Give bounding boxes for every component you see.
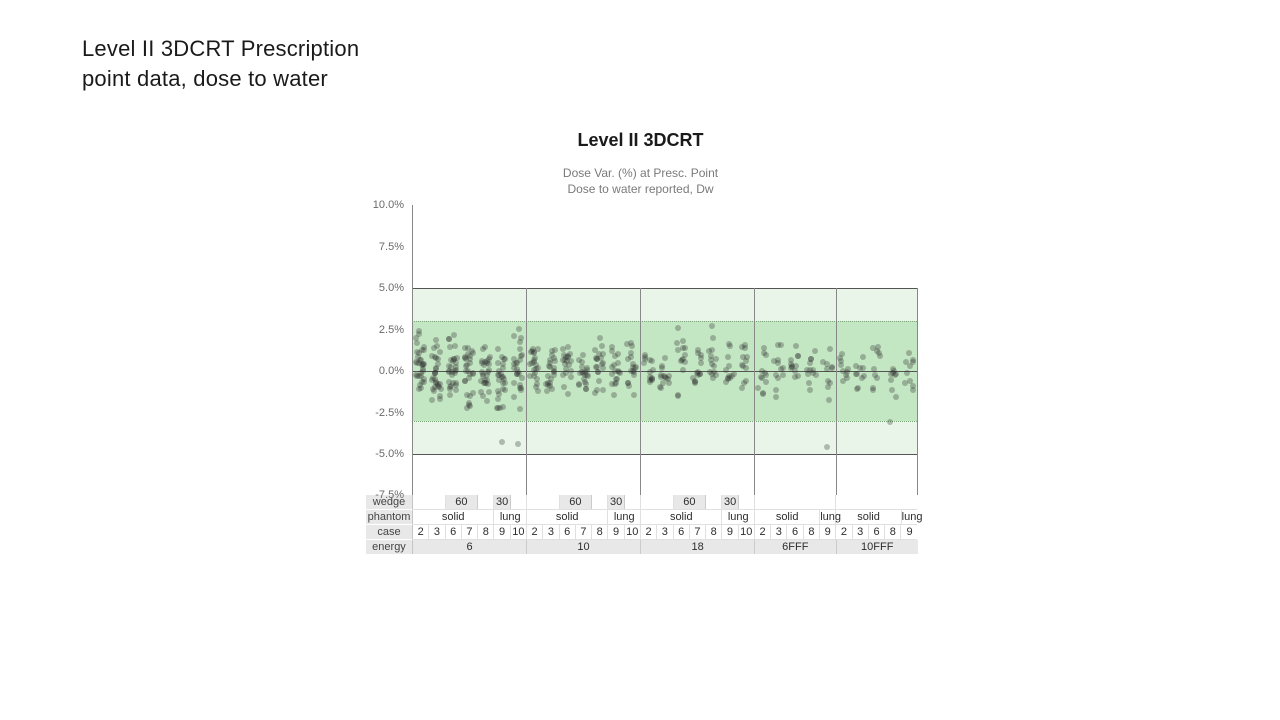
axis-cell: 6	[674, 525, 690, 539]
axis-cell	[527, 495, 560, 509]
axis-cell: 10	[527, 540, 641, 554]
axis-cell: 7	[576, 525, 592, 539]
y-axis-line	[412, 205, 413, 495]
axis-cell: 60	[674, 495, 707, 509]
reference-line	[412, 288, 917, 289]
axis-cell: lung	[820, 510, 836, 524]
chart-subtitle-line1: Dose Var. (%) at Presc. Point	[563, 166, 718, 180]
axis-cell: 60	[560, 495, 593, 509]
axis-cell	[625, 495, 641, 509]
axis-cell: solid	[413, 510, 494, 524]
chart-title: Level II 3DCRT	[358, 130, 923, 151]
axis-cell: 7	[690, 525, 706, 539]
group-divider	[754, 288, 755, 495]
chart-subtitle-line2: Dose to water reported, Dw	[567, 182, 713, 196]
axis-cell: 18	[641, 540, 755, 554]
page-title-line1: Level II 3DCRT Prescription	[82, 36, 359, 61]
axis-cell: 8	[706, 525, 722, 539]
group-divider	[640, 288, 641, 495]
group-divider	[836, 288, 837, 495]
axis-cell: 8	[592, 525, 608, 539]
axis-cell	[413, 495, 446, 509]
axis-row-label: case	[366, 525, 413, 539]
group-divider	[917, 288, 918, 495]
group-divider	[526, 288, 527, 495]
axis-cell: 60	[446, 495, 479, 509]
page-title: Level II 3DCRT Prescription point data, …	[82, 34, 359, 93]
axis-cell	[755, 495, 836, 509]
plot-area: 10.0%7.5%5.0%2.5%0.0%-2.5%-5.0%-7.5%	[412, 205, 917, 495]
axis-cell	[836, 495, 917, 509]
y-tick-label: 7.5%	[379, 241, 404, 253]
axis-cell: 10	[511, 525, 527, 539]
axis-cell: lung	[902, 510, 918, 524]
axis-cell: 6FFF	[755, 540, 836, 554]
axis-cell: 6	[446, 525, 462, 539]
axis-cell: lung	[608, 510, 641, 524]
page-title-line2: point data, dose to water	[82, 66, 328, 91]
axis-cell: 8	[885, 525, 901, 539]
axis-cell: 2	[527, 525, 543, 539]
axis-cell: 30	[608, 495, 624, 509]
axis-cell: 6	[787, 525, 803, 539]
axis-row-label: energy	[366, 540, 413, 554]
axis-cell: 9	[722, 525, 738, 539]
chart: Level II 3DCRT Dose Var. (%) at Presc. P…	[358, 130, 923, 554]
axis-cell: solid	[641, 510, 722, 524]
axis-cell: 6	[413, 540, 527, 554]
axis-cell: solid	[527, 510, 608, 524]
axis-cell: 9	[901, 525, 917, 539]
axis-cell: 7	[462, 525, 478, 539]
axis-cell: 3	[543, 525, 559, 539]
reference-line	[412, 321, 917, 322]
axis-row-case: case2367891023678910236789102368923689	[412, 524, 917, 539]
reference-line	[412, 454, 917, 455]
y-tick-label: 0.0%	[379, 365, 404, 377]
axis-cell: 6	[869, 525, 885, 539]
axis-cell: lung	[722, 510, 755, 524]
axis-cell: 30	[722, 495, 738, 509]
y-tick-label: 5.0%	[379, 282, 404, 294]
axis-cell: 3	[853, 525, 869, 539]
axis-cell: 8	[478, 525, 494, 539]
axis-cell: 2	[413, 525, 429, 539]
axis-cell	[641, 495, 674, 509]
axis-cell	[706, 495, 722, 509]
axis-cell	[592, 495, 608, 509]
y-tick-label: 10.0%	[373, 199, 404, 211]
axis-cell: 2	[755, 525, 771, 539]
y-tick-label: -2.5%	[375, 407, 404, 419]
axis-row-wedge: wedge603060306030	[412, 495, 917, 509]
axis-cell	[739, 495, 755, 509]
category-axis: wedge603060306030phantomsolidlungsolidlu…	[412, 495, 917, 554]
axis-cell: 9	[608, 525, 624, 539]
axis-cell: 8	[804, 525, 820, 539]
axis-cell: 10	[625, 525, 641, 539]
axis-cell: 3	[657, 525, 673, 539]
axis-cell: 9	[494, 525, 510, 539]
axis-cell	[478, 495, 494, 509]
axis-cell: 6	[560, 525, 576, 539]
axis-cell: 3	[429, 525, 445, 539]
axis-cell: solid	[836, 510, 901, 524]
axis-row-energy: energy610186FFF10FFF	[412, 539, 917, 554]
y-tick-label: -5.0%	[375, 448, 404, 460]
axis-cell: 10	[739, 525, 755, 539]
axis-cell: solid	[755, 510, 820, 524]
axis-cell: 2	[641, 525, 657, 539]
axis-cell: 30	[494, 495, 510, 509]
axis-cell: 2	[836, 525, 852, 539]
axis-cell: 3	[771, 525, 787, 539]
reference-line	[412, 421, 917, 422]
axis-row-phantom: phantomsolidlungsolidlungsolidlungsolidl…	[412, 509, 917, 524]
axis-cell: lung	[494, 510, 527, 524]
axis-cell: 10FFF	[837, 540, 918, 554]
axis-cell: 9	[820, 525, 836, 539]
reference-line	[412, 371, 917, 372]
y-tick-label: -7.5%	[375, 489, 404, 501]
chart-subtitle: Dose Var. (%) at Presc. Point Dose to wa…	[358, 165, 923, 197]
y-tick-label: 2.5%	[379, 324, 404, 336]
axis-cell	[511, 495, 527, 509]
axis-row-label: phantom	[366, 510, 413, 524]
